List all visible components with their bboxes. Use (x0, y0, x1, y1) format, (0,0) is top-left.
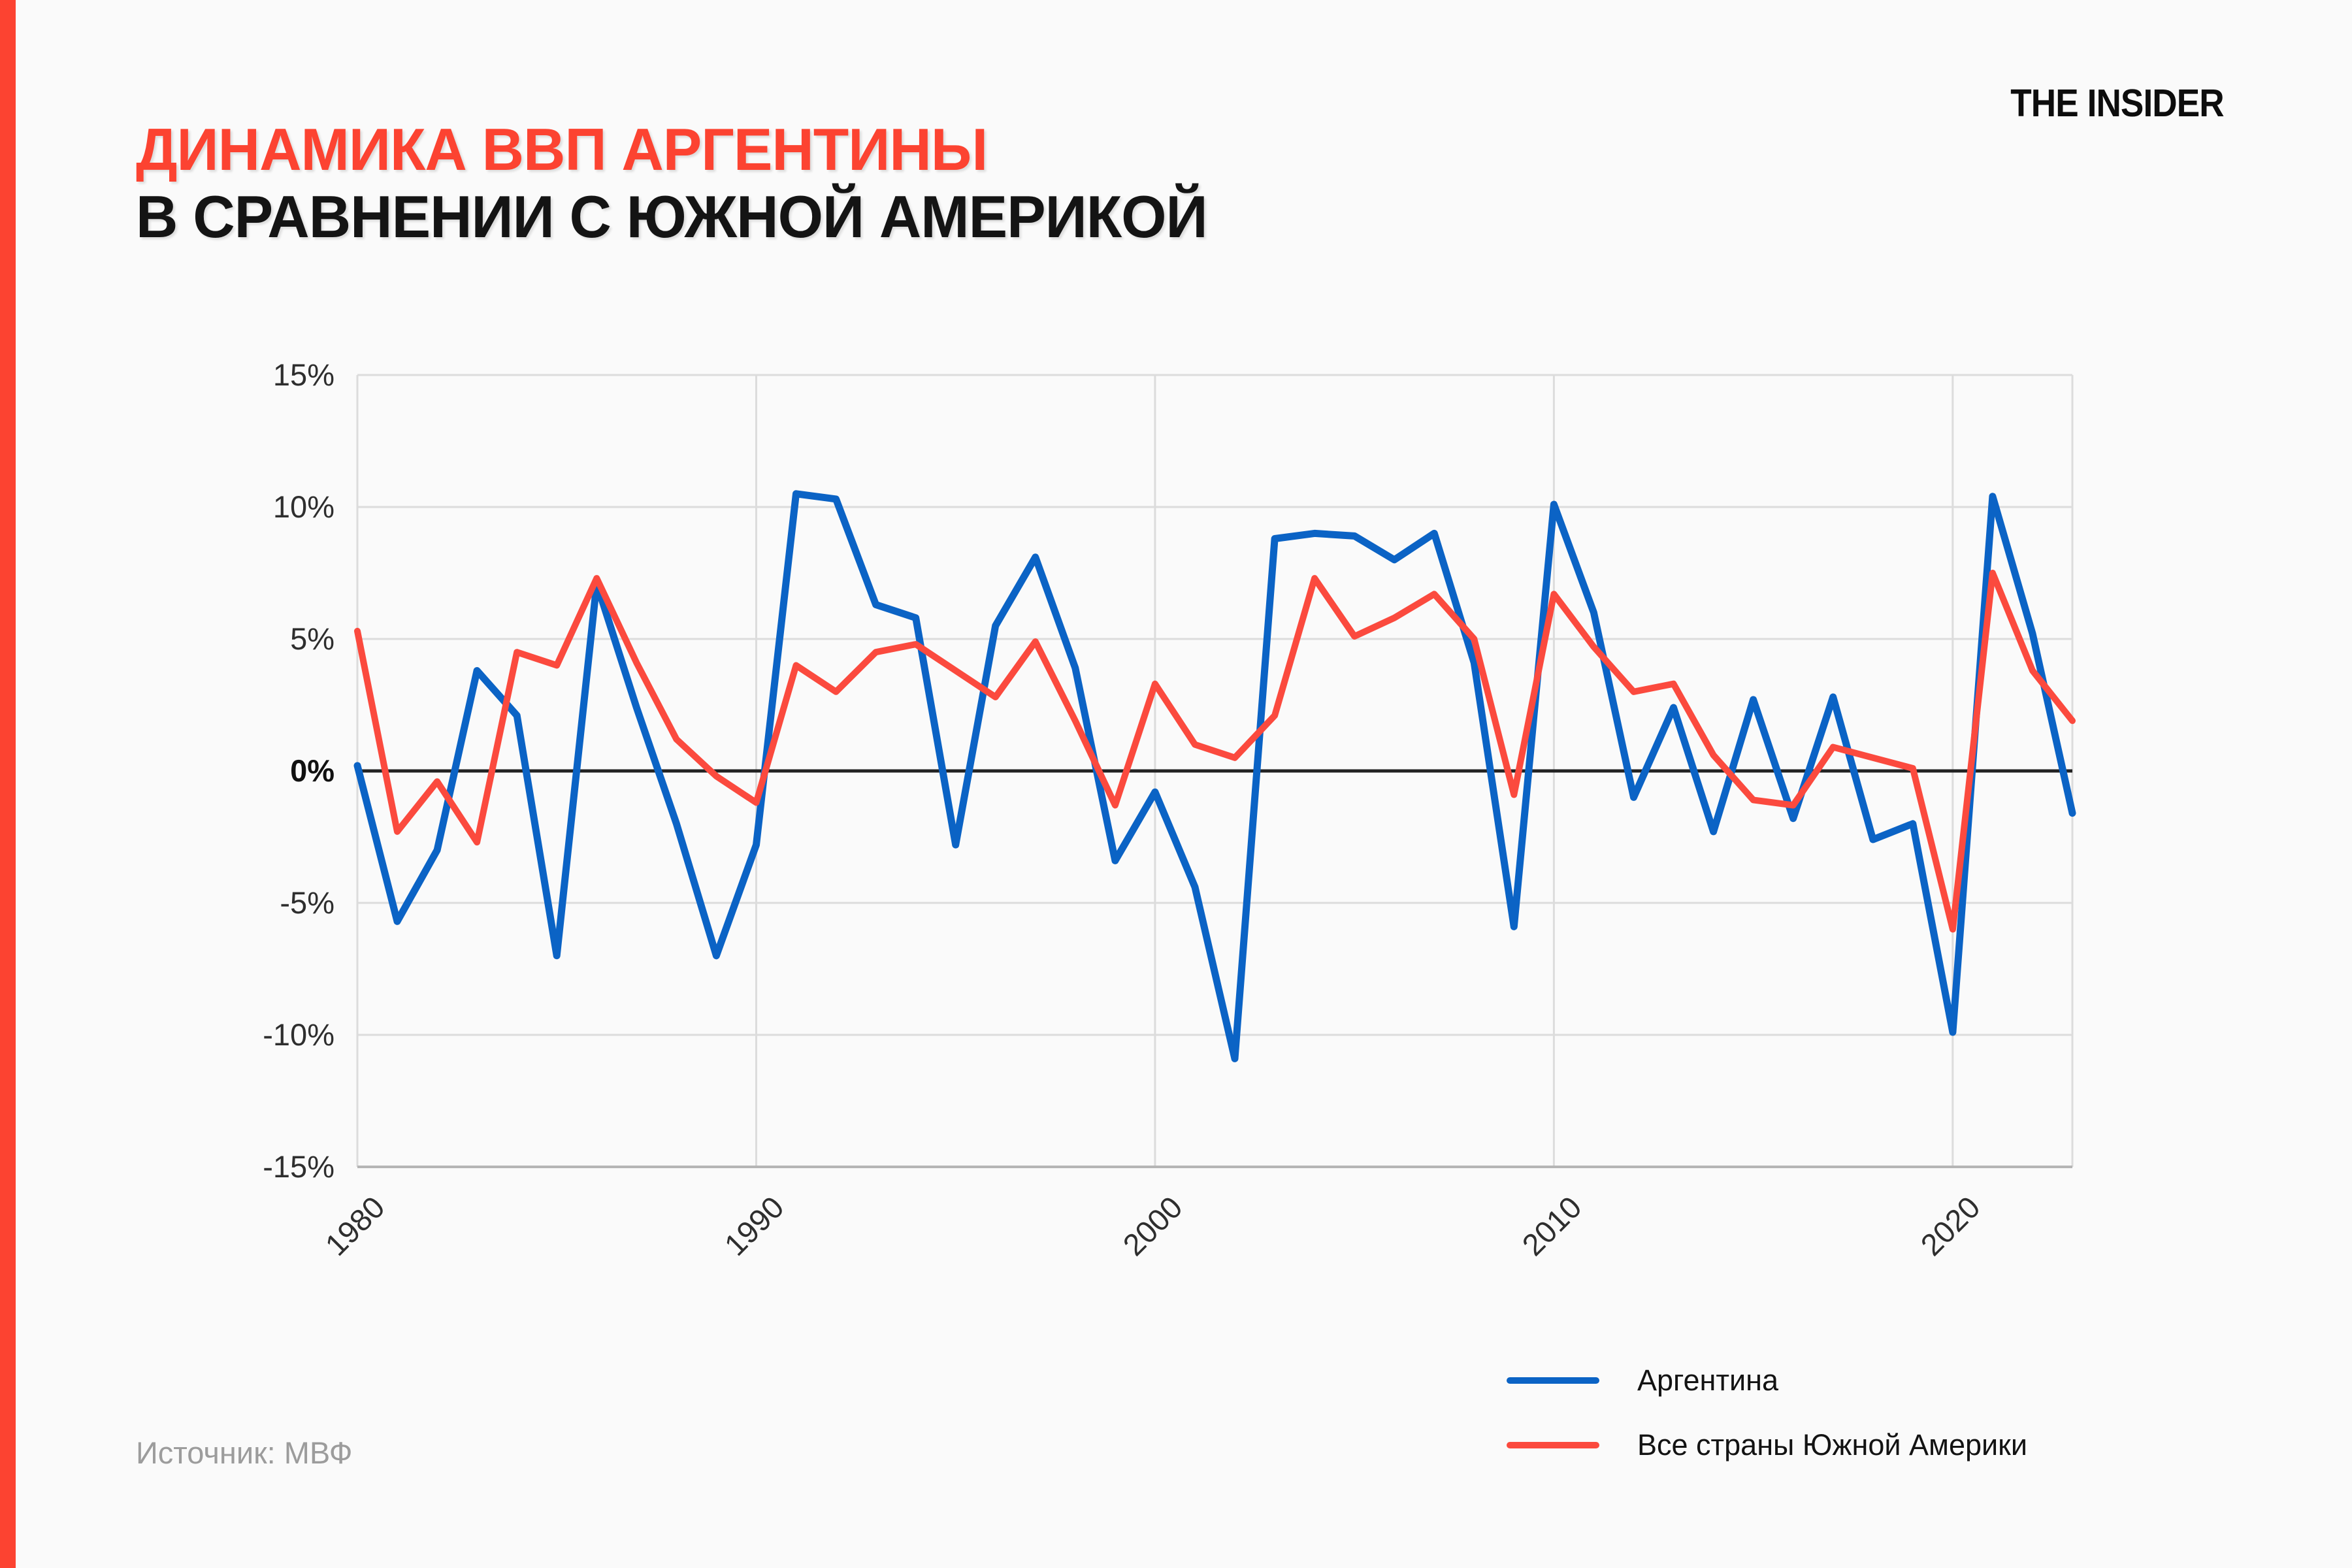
y-tick-label: -5% (280, 885, 335, 920)
chart-subtitle: В СРАВНЕНИИ С ЮЖНОЙ АМЕРИКОЙ (136, 184, 1208, 250)
legend-item-argentina: Аргентина (1507, 1360, 2027, 1401)
legend-label: Аргентина (1637, 1364, 1778, 1397)
legend-line-swatch (1507, 1377, 1599, 1384)
chart-title: ДИНАМИКА ВВП АРГЕНТИНЫ (136, 117, 988, 183)
source-note: Источник: МВФ (136, 1435, 353, 1470)
legend-line-swatch (1507, 1442, 1599, 1448)
y-tick-label: 10% (272, 489, 335, 524)
brand-logo: THE INSIDER (2010, 81, 2225, 125)
y-tick-label: -15% (263, 1149, 335, 1184)
y-tick-label: 15% (272, 357, 335, 392)
y-tick-label: 0% (290, 753, 335, 788)
legend-label: Все страны Южной Америки (1637, 1428, 2027, 1462)
y-tick-label: 5% (290, 621, 335, 656)
left-accent-bar (0, 0, 16, 1568)
y-tick-label: -10% (263, 1017, 335, 1052)
chart-legend: Аргентина Все страны Южной Америки (1507, 1360, 2027, 1490)
legend-item-south-america: Все страны Южной Америки (1507, 1425, 2027, 1465)
south-america-line (354, 570, 2076, 933)
chart-header: ДИНАМИКА ВВП АРГЕНТИНЫ В СРАВНЕНИИ С ЮЖН… (136, 116, 1208, 251)
argentina-line (353, 490, 2076, 1062)
brand-logo-text: THE INSIDER (2010, 82, 2225, 125)
